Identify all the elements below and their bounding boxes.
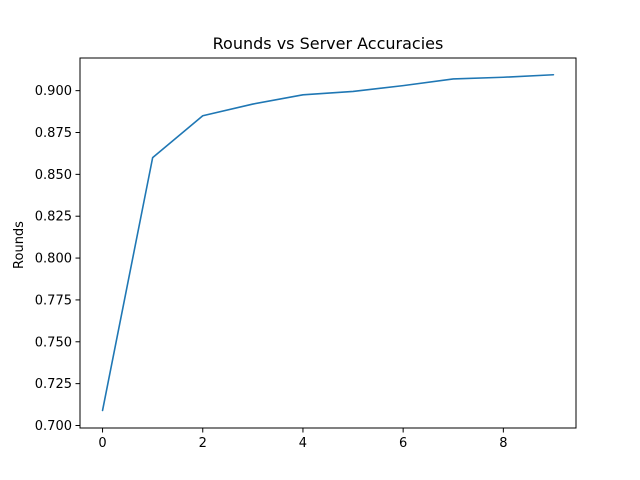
y-tick-label: 0.875 xyxy=(35,126,72,141)
y-axis-label: Rounds xyxy=(12,221,27,269)
x-tick-label: 6 xyxy=(399,436,407,451)
y-tick-label: 0.850 xyxy=(35,168,72,183)
plot-frame xyxy=(79,57,577,429)
y-tick-label: 0.725 xyxy=(35,377,72,392)
y-tick-label: 0.825 xyxy=(35,210,72,225)
x-tick-label: 2 xyxy=(199,436,207,451)
x-tick-label: 8 xyxy=(499,436,507,451)
chart-title: Rounds vs Server Accuracies xyxy=(213,34,444,53)
y-tick-label: 0.800 xyxy=(35,252,72,267)
y-tick-label: 0.900 xyxy=(35,84,72,99)
y-tick-label: 0.750 xyxy=(35,335,72,350)
series-line-0 xyxy=(101,73,555,412)
x-axis: 0 2 4 6 8 xyxy=(98,428,507,451)
y-tick-label: 0.775 xyxy=(35,293,72,308)
x-tick-label: 0 xyxy=(98,436,106,451)
y-tick-label: 0.700 xyxy=(35,419,72,434)
plot-layer xyxy=(101,73,555,412)
y-axis: 0.700 0.725 0.750 0.775 0.800 0.825 0.850 0.875… xyxy=(35,84,80,434)
x-tick-label: 4 xyxy=(299,436,307,451)
